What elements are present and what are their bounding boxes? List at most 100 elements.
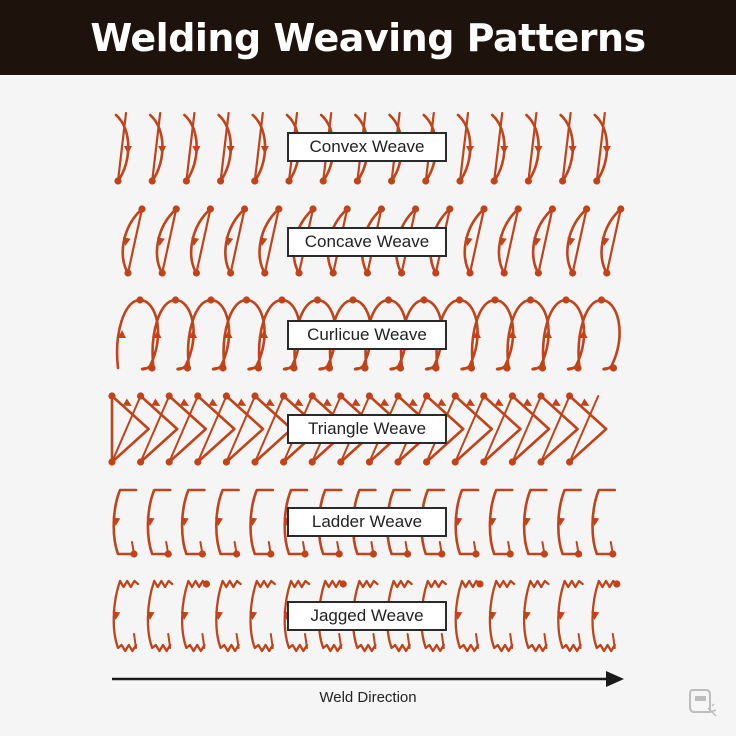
weave-dot: [138, 205, 146, 213]
triangle-stroke: [568, 394, 608, 464]
weave-arrow: [534, 146, 543, 154]
weave-arrow: [124, 146, 132, 154]
weave-arrow: [522, 517, 531, 526]
weave-dot: [609, 364, 618, 372]
convex-return: [151, 111, 162, 183]
weave-dot: [365, 392, 373, 400]
concave-return: [571, 207, 588, 275]
weave-dot: [329, 269, 337, 277]
weave-dot: [480, 392, 488, 400]
weave-arrow: [180, 398, 189, 406]
weave-arrow: [351, 398, 361, 406]
weave-arrow: [556, 611, 565, 620]
weave-arrow: [466, 398, 475, 406]
weave-dot: [422, 177, 430, 185]
weave-dot: [217, 177, 225, 185]
weave-arrow: [591, 611, 600, 620]
weave-arrow: [488, 611, 497, 620]
weave-arrow: [544, 330, 552, 338]
weave-dot: [508, 458, 516, 466]
weave-arrow: [224, 330, 233, 338]
weave-dot: [363, 269, 371, 277]
jagged-stroke: [557, 579, 584, 653]
weave-dot: [388, 177, 396, 185]
triangle-diagonal: [225, 395, 256, 463]
weave-dot: [165, 458, 173, 466]
concave-stroke: [600, 207, 623, 275]
triangle-diagonal: [568, 395, 600, 463]
jagged-return: [475, 633, 479, 649]
weave-arrow: [556, 517, 565, 526]
weave-dot: [404, 550, 412, 558]
triangle-diagonal: [139, 395, 171, 463]
weave-dot: [308, 458, 316, 466]
weave-dot: [319, 177, 327, 185]
jagged-return: [577, 633, 582, 649]
convex-stroke: [114, 113, 130, 183]
weave-dot: [290, 364, 298, 372]
triangle-stroke: [139, 394, 179, 464]
jagged-return: [167, 633, 172, 649]
convex-return: [116, 111, 128, 183]
weave-dot: [158, 269, 166, 277]
weave-dot: [164, 550, 172, 558]
weave-arrow: [533, 237, 542, 246]
weave-dot: [526, 296, 535, 304]
weave-dot: [251, 177, 259, 185]
concave-return: [263, 207, 280, 275]
jagged-return: [304, 633, 308, 649]
curlicue-weave-pattern: [115, 296, 621, 372]
weave-dot: [480, 205, 488, 213]
jagged-stroke: [522, 579, 550, 653]
weave-dot: [206, 205, 214, 213]
weave-dot: [285, 177, 293, 185]
weave-dot: [325, 364, 334, 372]
weave-dot: [569, 269, 577, 277]
weave-dot: [275, 205, 283, 213]
weave-dot: [114, 177, 122, 185]
convex-stroke: [525, 113, 540, 183]
weave-dot: [467, 364, 476, 372]
triangle-diagonal: [540, 395, 571, 463]
weave-dot: [130, 550, 138, 558]
weave-arrow: [464, 237, 473, 246]
concave-return: [468, 207, 486, 275]
convex-stroke: [593, 113, 609, 183]
concave-return: [161, 207, 178, 275]
weave-dot: [613, 580, 621, 588]
jagged-return: [543, 633, 548, 649]
weld-direction-label: Weld Direction: [319, 689, 417, 706]
weave-dot: [222, 458, 230, 466]
weave-dot: [575, 550, 583, 558]
concave-return: [126, 207, 144, 275]
concave-return: [503, 207, 520, 275]
weave-dot: [308, 392, 316, 400]
weave-arrow: [454, 517, 463, 526]
weave-dot: [108, 392, 116, 400]
convex-stroke: [490, 113, 506, 183]
weave-dot: [490, 177, 498, 185]
weave-dot: [227, 269, 235, 277]
weave-dot: [396, 364, 405, 372]
welding-helmet-icon: [689, 689, 717, 717]
triangle-stroke: [511, 394, 551, 464]
triangle-diagonal: [454, 395, 485, 463]
weave-dot: [506, 550, 514, 558]
weave-arrow: [226, 146, 235, 154]
weave-dot: [438, 550, 446, 558]
triangle-stroke: [482, 394, 522, 464]
weave-dot: [559, 177, 567, 185]
weave-dot: [412, 205, 420, 213]
weave-arrow: [523, 398, 533, 406]
weave-dot: [148, 177, 156, 185]
weld-direction-arrowhead: [606, 671, 624, 687]
weave-arrow: [466, 146, 474, 154]
jagged-stroke: [112, 579, 140, 653]
convex-stroke: [183, 113, 198, 183]
concave-return: [537, 207, 554, 275]
ladder-stroke: [249, 488, 275, 556]
weave-dot: [394, 458, 402, 466]
weave-arrow: [158, 146, 167, 154]
convex-stroke: [217, 113, 233, 183]
convex-return: [561, 111, 572, 183]
